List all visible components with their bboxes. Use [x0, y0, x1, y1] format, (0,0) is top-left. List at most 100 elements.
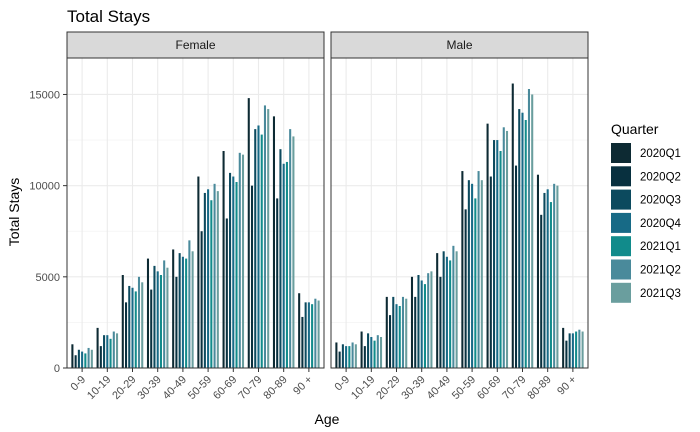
legend-key-2021q1 [611, 236, 631, 257]
legend-key-2020q4 [611, 212, 631, 233]
legend-label: 2021Q1 [640, 241, 681, 253]
legend-key-2020q2 [611, 166, 631, 187]
bar-2021q1 [235, 182, 238, 368]
bar-2020q2 [124, 302, 128, 368]
bar-2021q2 [376, 335, 379, 368]
x-tick-label: 40-49 [425, 374, 453, 402]
bar-2021q2 [502, 127, 505, 368]
bar-2021q2 [112, 331, 115, 368]
bar-2021q3 [115, 333, 119, 368]
bar-2021q2 [553, 183, 556, 368]
bar-2020q2 [301, 316, 304, 368]
x-tick-label: 20-29 [374, 374, 402, 402]
bar-2020q4 [282, 163, 285, 368]
legend-label: 2021Q3 [640, 288, 681, 300]
x-tick-label: 30-39 [399, 374, 427, 402]
bar-2020q4 [131, 287, 134, 368]
bar-2020q4 [307, 302, 310, 368]
x-tick-label: 70-79 [500, 374, 528, 402]
bar-2021q2 [578, 329, 581, 368]
bar-2020q1 [272, 116, 276, 369]
legend-key-2021q3 [611, 282, 631, 303]
bar-2021q3 [581, 331, 584, 368]
legend-label: 2021Q2 [640, 265, 681, 277]
bar-2021q3 [405, 298, 408, 368]
bar-2021q1 [260, 134, 263, 368]
bar-2020q3 [543, 192, 546, 368]
bar-2020q3 [392, 296, 395, 368]
bar-2020q2 [74, 355, 77, 368]
bar-2020q3 [568, 333, 571, 368]
bar-2021q2 [314, 298, 317, 368]
bar-2020q4 [521, 112, 524, 369]
bar-2021q1 [134, 291, 137, 368]
bar-2021q2 [137, 276, 141, 368]
chart-title: Total Stays [67, 7, 150, 26]
bar-2021q2 [289, 129, 292, 368]
bar-2021q3 [141, 282, 144, 368]
bar-2020q1 [360, 331, 363, 368]
panel-male: Male 0-910-1920-2930-3940-4950-5960-6970-… [330, 31, 589, 402]
bar-2020q4 [370, 337, 373, 368]
bar-2020q2 [175, 276, 178, 368]
panel-border [330, 57, 589, 369]
bar-2021q3 [317, 300, 320, 368]
bar-2020q4 [257, 125, 260, 369]
bar-2021q3 [166, 267, 169, 368]
bar-2020q3 [203, 192, 206, 368]
bar-2020q3 [128, 285, 131, 368]
bar-2020q4 [232, 176, 235, 368]
x-tick-label: 10-19 [349, 374, 377, 402]
bar-2021q1 [423, 284, 426, 368]
bar-2020q2 [250, 185, 254, 368]
bar-2020q3 [254, 129, 257, 368]
bar-2021q1 [499, 151, 502, 368]
bar-2021q1 [311, 304, 314, 368]
bar-2020q4 [571, 333, 574, 368]
bar-2020q1 [410, 276, 414, 368]
bar-2021q1 [159, 275, 162, 368]
facet-strip-label: Female [175, 38, 215, 52]
bar-2020q3 [467, 180, 470, 368]
bar-2020q1 [436, 253, 439, 368]
bar-2020q2 [514, 165, 518, 368]
bar-2021q1 [185, 258, 188, 368]
x-tick-label: 50-59 [186, 374, 214, 402]
bar-2020q4 [156, 271, 159, 368]
bar-2020q1 [461, 171, 464, 368]
legend-key-2021q2 [611, 259, 631, 280]
bar-2020q1 [511, 83, 514, 368]
bar-2020q4 [471, 183, 474, 368]
bar-2020q3 [77, 349, 80, 368]
bar-2021q2 [477, 171, 480, 368]
legend-key-2020q3 [611, 189, 631, 210]
bar-2020q3 [417, 275, 420, 368]
x-axis-title: Age [315, 411, 340, 427]
bar-2020q1 [71, 344, 74, 368]
x-tick-label: 80-89 [261, 374, 289, 402]
bar-2021q1 [474, 198, 477, 368]
bar-2021q2 [527, 89, 531, 368]
bar-2020q1 [335, 342, 338, 368]
x-tick-label: 60-69 [475, 374, 503, 402]
bar-2021q1 [449, 260, 452, 368]
bar-2020q2 [200, 231, 203, 368]
bar-2021q3 [241, 154, 245, 368]
bar-2021q3 [216, 191, 219, 368]
x-tick-label: 70-79 [236, 374, 264, 402]
x-tick-label: 90 + [555, 374, 579, 398]
bar-2020q2 [565, 340, 568, 368]
bar-2020q4 [546, 189, 549, 368]
legend-label: 2020Q4 [640, 218, 682, 230]
bar-2021q2 [163, 260, 166, 368]
bar-2020q3 [341, 344, 344, 368]
bar-2020q1 [121, 275, 124, 368]
bar-2021q2 [87, 347, 90, 368]
bar-2020q2 [414, 296, 417, 368]
legend-label: 2020Q3 [640, 195, 681, 207]
bar-2020q3 [518, 109, 521, 368]
bar-2021q1 [549, 202, 552, 368]
x-tick-label: 90 + [291, 374, 315, 398]
bar-2021q1 [285, 161, 288, 368]
panel-background [331, 58, 588, 368]
